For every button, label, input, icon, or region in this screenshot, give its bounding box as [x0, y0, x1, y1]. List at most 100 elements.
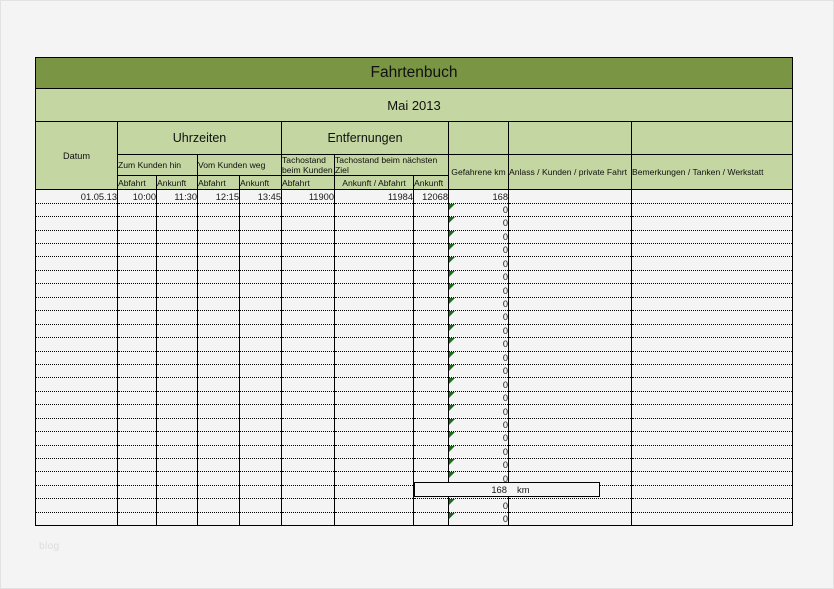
- cell-datum[interactable]: [35, 377, 118, 392]
- cell-gefahrene-km[interactable]: 0: [448, 323, 509, 339]
- cell-tacho-ankunft[interactable]: [413, 431, 449, 446]
- table-row[interactable]: 0: [35, 511, 794, 527]
- cell-datum[interactable]: [35, 269, 118, 285]
- cell-tacho-ankunft-abfahrt[interactable]: [334, 498, 414, 513]
- cell-anlass[interactable]: [508, 202, 632, 218]
- cell-anlass[interactable]: [508, 417, 632, 433]
- cell-weg-abfahrt[interactable]: [197, 471, 240, 486]
- table-row[interactable]: 0: [35, 498, 794, 513]
- cell-anlass[interactable]: [508, 283, 632, 298]
- cell-tacho-ankunft[interactable]: [413, 350, 449, 365]
- cell-gefahrene-km[interactable]: 0: [448, 243, 509, 258]
- table-row[interactable]: 0: [35, 216, 794, 231]
- cell-gefahrene-km[interactable]: 0: [448, 444, 509, 460]
- cell-anlass[interactable]: [508, 363, 632, 379]
- cell-tacho-ankunft[interactable]: [413, 216, 449, 231]
- cell-gefahrene-km[interactable]: 0: [448, 363, 509, 379]
- cell-tacho-abfahrt[interactable]: [281, 458, 335, 473]
- cell-bemerkungen[interactable]: [630, 377, 794, 392]
- cell-tacho-abfahrt[interactable]: [281, 256, 335, 271]
- cell-weg-ankunft[interactable]: [239, 511, 282, 527]
- cell-hin-abfahrt[interactable]: [117, 498, 157, 513]
- cell-hin-abfahrt[interactable]: [117, 310, 157, 325]
- table-row[interactable]: 01.05.13 10:00 11:30 12:15 13:45 11900 11984 12…: [35, 189, 794, 204]
- cell-tacho-ankunft-abfahrt[interactable]: [334, 511, 414, 527]
- cell-weg-ankunft[interactable]: [239, 269, 282, 285]
- table-row[interactable]: 0: [35, 296, 794, 312]
- cell-tacho-ankunft-abfahrt[interactable]: 11984: [334, 189, 414, 204]
- cell-weg-ankunft[interactable]: [239, 310, 282, 325]
- table-row[interactable]: 0: [35, 417, 794, 433]
- cell-anlass[interactable]: [508, 269, 632, 285]
- cell-tacho-ankunft-abfahrt[interactable]: [334, 310, 414, 325]
- cell-anlass[interactable]: [508, 404, 632, 419]
- cell-hin-ankunft[interactable]: [156, 377, 198, 392]
- cell-weg-ankunft[interactable]: [239, 390, 282, 406]
- cell-tacho-abfahrt[interactable]: [281, 431, 335, 446]
- cell-weg-abfahrt[interactable]: [197, 243, 240, 258]
- table-row[interactable]: 0: [35, 363, 794, 379]
- cell-bemerkungen[interactable]: [630, 256, 794, 271]
- cell-gefahrene-km[interactable]: 0: [448, 458, 509, 473]
- cell-tacho-abfahrt[interactable]: [281, 390, 335, 406]
- cell-weg-abfahrt[interactable]: [197, 310, 240, 325]
- cell-tacho-ankunft-abfahrt[interactable]: [334, 484, 414, 500]
- cell-weg-abfahrt[interactable]: [197, 511, 240, 527]
- cell-hin-abfahrt[interactable]: [117, 202, 157, 218]
- cell-tacho-ankunft-abfahrt[interactable]: [334, 337, 414, 352]
- cell-tacho-ankunft-abfahrt[interactable]: [334, 417, 414, 433]
- cell-anlass[interactable]: [508, 189, 632, 204]
- cell-datum[interactable]: [35, 417, 118, 433]
- cell-datum[interactable]: [35, 310, 118, 325]
- cell-weg-ankunft[interactable]: [239, 216, 282, 231]
- cell-weg-ankunft[interactable]: [239, 363, 282, 379]
- table-row[interactable]: 0: [35, 337, 794, 352]
- cell-anlass[interactable]: [508, 310, 632, 325]
- cell-anlass[interactable]: [508, 216, 632, 231]
- cell-hin-abfahrt[interactable]: [117, 243, 157, 258]
- cell-anlass[interactable]: [508, 256, 632, 271]
- cell-bemerkungen[interactable]: [630, 216, 794, 231]
- cell-datum[interactable]: [35, 296, 118, 312]
- cell-anlass[interactable]: [508, 377, 632, 392]
- table-row[interactable]: 0: [35, 310, 794, 325]
- cell-tacho-abfahrt[interactable]: [281, 404, 335, 419]
- cell-tacho-ankunft[interactable]: [413, 363, 449, 379]
- cell-bemerkungen[interactable]: [630, 310, 794, 325]
- cell-tacho-ankunft[interactable]: [413, 458, 449, 473]
- cell-weg-ankunft[interactable]: [239, 498, 282, 513]
- cell-hin-ankunft[interactable]: [156, 243, 198, 258]
- cell-weg-abfahrt[interactable]: [197, 444, 240, 460]
- cell-bemerkungen[interactable]: [630, 189, 794, 204]
- cell-tacho-ankunft-abfahrt[interactable]: [334, 243, 414, 258]
- cell-tacho-ankunft-abfahrt[interactable]: [334, 377, 414, 392]
- cell-hin-ankunft[interactable]: [156, 283, 198, 298]
- cell-weg-ankunft[interactable]: [239, 431, 282, 446]
- cell-weg-abfahrt[interactable]: [197, 202, 240, 218]
- cell-bemerkungen[interactable]: [630, 417, 794, 433]
- cell-tacho-abfahrt[interactable]: [281, 269, 335, 285]
- table-row[interactable]: 0: [35, 431, 794, 446]
- cell-hin-abfahrt[interactable]: [117, 323, 157, 339]
- table-row[interactable]: 0: [35, 458, 794, 473]
- cell-tacho-abfahrt[interactable]: [281, 323, 335, 339]
- cell-gefahrene-km[interactable]: 0: [448, 498, 509, 513]
- cell-gefahrene-km[interactable]: 0: [448, 390, 509, 406]
- cell-weg-ankunft[interactable]: [239, 296, 282, 312]
- cell-anlass[interactable]: [508, 390, 632, 406]
- table-row[interactable]: 0: [35, 269, 794, 285]
- cell-hin-ankunft[interactable]: 11:30: [156, 189, 198, 204]
- cell-hin-ankunft[interactable]: [156, 431, 198, 446]
- cell-tacho-ankunft-abfahrt[interactable]: [334, 390, 414, 406]
- cell-tacho-abfahrt[interactable]: [281, 498, 335, 513]
- cell-tacho-ankunft[interactable]: [413, 229, 449, 245]
- cell-hin-ankunft[interactable]: [156, 350, 198, 365]
- cell-tacho-ankunft[interactable]: [413, 390, 449, 406]
- cell-tacho-abfahrt[interactable]: [281, 484, 335, 500]
- cell-bemerkungen[interactable]: [630, 363, 794, 379]
- cell-tacho-ankunft[interactable]: 12068: [413, 189, 449, 204]
- cell-tacho-ankunft-abfahrt[interactable]: [334, 296, 414, 312]
- cell-tacho-ankunft-abfahrt[interactable]: [334, 471, 414, 486]
- cell-tacho-ankunft[interactable]: [413, 269, 449, 285]
- cell-tacho-ankunft-abfahrt[interactable]: [334, 323, 414, 339]
